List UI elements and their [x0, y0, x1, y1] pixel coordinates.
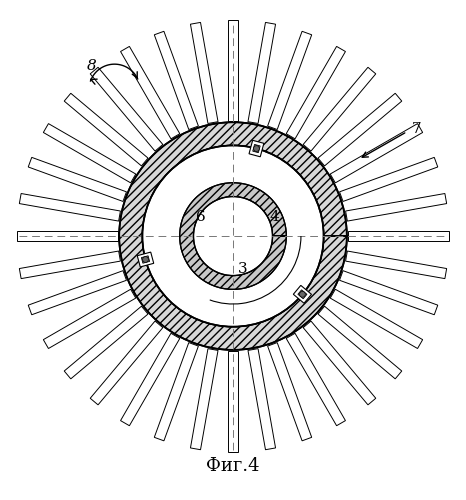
Polygon shape — [28, 270, 126, 315]
Polygon shape — [154, 342, 199, 441]
Polygon shape — [43, 289, 136, 348]
Polygon shape — [119, 122, 347, 350]
Polygon shape — [43, 124, 136, 183]
Polygon shape — [191, 348, 218, 450]
Polygon shape — [340, 158, 438, 202]
Polygon shape — [330, 289, 423, 348]
Polygon shape — [20, 251, 120, 278]
Polygon shape — [64, 94, 148, 166]
Polygon shape — [348, 231, 449, 241]
Polygon shape — [346, 251, 446, 278]
Polygon shape — [180, 182, 286, 290]
Polygon shape — [318, 306, 402, 379]
Polygon shape — [286, 334, 345, 426]
Polygon shape — [28, 158, 126, 202]
Text: 8: 8 — [86, 60, 96, 74]
Polygon shape — [303, 68, 376, 151]
Text: 6: 6 — [196, 210, 206, 224]
Circle shape — [254, 146, 260, 152]
Circle shape — [193, 196, 273, 276]
Polygon shape — [303, 321, 376, 405]
Polygon shape — [286, 46, 345, 139]
Polygon shape — [330, 124, 423, 183]
Circle shape — [300, 292, 305, 297]
Polygon shape — [228, 20, 238, 121]
Polygon shape — [248, 22, 275, 124]
Polygon shape — [340, 270, 438, 315]
Polygon shape — [267, 342, 312, 441]
Polygon shape — [90, 321, 163, 405]
Polygon shape — [64, 306, 148, 379]
Text: Фиг.4: Фиг.4 — [206, 457, 260, 475]
Polygon shape — [17, 231, 118, 241]
Polygon shape — [121, 334, 180, 426]
Polygon shape — [20, 194, 120, 221]
Polygon shape — [137, 252, 154, 267]
Polygon shape — [228, 352, 238, 452]
Text: 3: 3 — [238, 262, 247, 276]
Polygon shape — [90, 68, 163, 151]
Polygon shape — [248, 348, 275, 450]
Polygon shape — [293, 286, 311, 303]
Text: 7: 7 — [411, 122, 421, 136]
Polygon shape — [141, 256, 150, 263]
Circle shape — [143, 146, 323, 326]
Polygon shape — [267, 32, 312, 130]
Polygon shape — [191, 22, 218, 124]
Polygon shape — [253, 144, 260, 152]
Polygon shape — [318, 94, 402, 166]
Text: 4: 4 — [270, 210, 280, 224]
Polygon shape — [249, 140, 264, 157]
Polygon shape — [298, 290, 307, 299]
Circle shape — [143, 256, 148, 262]
Polygon shape — [154, 32, 199, 130]
Polygon shape — [121, 46, 180, 139]
Polygon shape — [346, 194, 446, 221]
